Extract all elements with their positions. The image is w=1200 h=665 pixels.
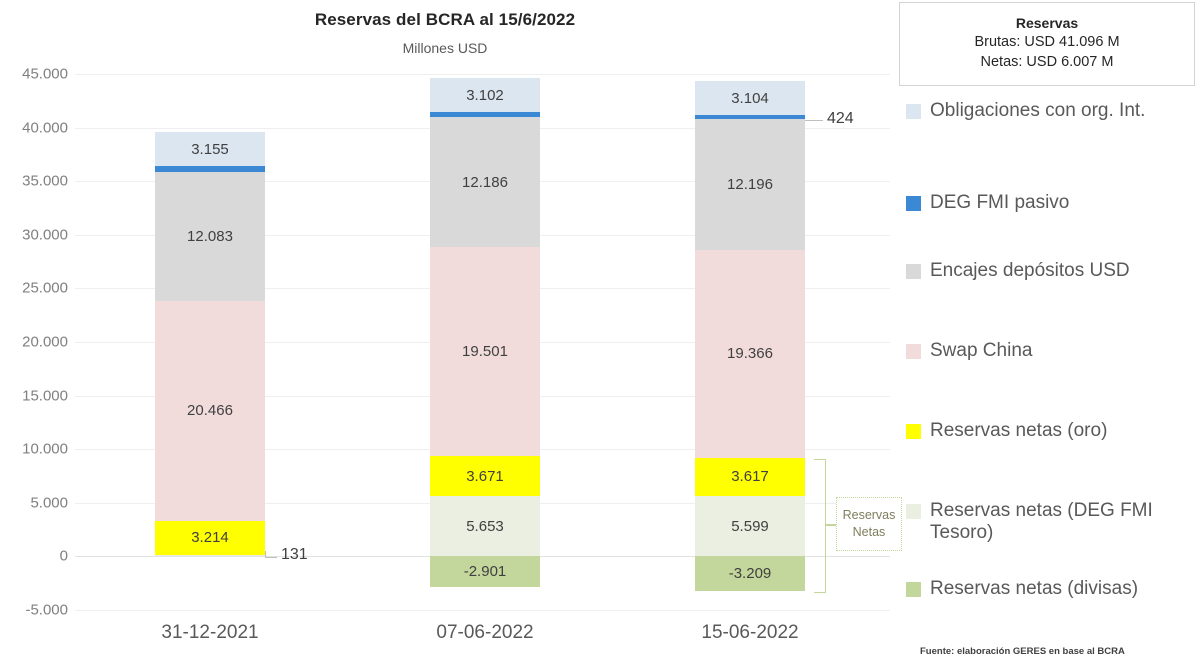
bar-segment: 3.617 bbox=[695, 457, 805, 497]
bar-segment: 3.214 bbox=[155, 520, 265, 555]
bar-segment: 12.196 bbox=[695, 119, 805, 250]
legend-item[interactable]: DEG FMI pasivo bbox=[906, 192, 1190, 214]
reserves-summary-gross: Brutas: USD 41.096 M bbox=[974, 34, 1120, 51]
gridline bbox=[75, 74, 890, 75]
callout-leader-131 bbox=[265, 557, 277, 559]
bar-segment: 20.466 bbox=[155, 301, 265, 521]
bar-segment: -3.209 bbox=[695, 556, 805, 591]
bar-segment: 3.104 bbox=[695, 81, 805, 115]
y-axis-tick-label: 5.000 bbox=[30, 494, 68, 512]
y-axis-tick-label: 15.000 bbox=[22, 387, 68, 405]
bar-segment-label: 12.196 bbox=[727, 176, 773, 194]
legend-item-label: DEG FMI pasivo bbox=[930, 192, 1070, 213]
bar-segment: 5.653 bbox=[430, 495, 540, 557]
x-axis-label: 31-12-2021 bbox=[161, 622, 259, 643]
bar-segment-label: 20.466 bbox=[187, 402, 233, 420]
bar-segment: 19.366 bbox=[695, 250, 805, 458]
legend-item[interactable]: Swap China bbox=[906, 340, 1190, 362]
legend-item[interactable]: Obligaciones con org. Int. bbox=[906, 100, 1190, 122]
callout-leader-424 bbox=[805, 120, 823, 122]
legend-item-label: Reservas netas (oro) bbox=[930, 420, 1108, 441]
legend-item-label: Obligaciones con org. Int. bbox=[930, 100, 1146, 121]
legend-item-label: Swap China bbox=[930, 340, 1033, 361]
bar-segment: 12.186 bbox=[430, 116, 540, 248]
legend-swatch-icon bbox=[906, 344, 921, 359]
legend-item-label: Encajes depósitos USD bbox=[930, 260, 1130, 281]
legend-swatch-icon bbox=[906, 582, 921, 597]
bar-segment-label: 5.653 bbox=[466, 517, 504, 535]
bar-segment-label: 3.671 bbox=[466, 467, 504, 485]
legend-swatch-icon bbox=[906, 104, 921, 119]
callout-424: 424 bbox=[827, 110, 854, 127]
bar-segment-label: 3.214 bbox=[191, 529, 229, 547]
legend-item[interactable]: Reservas netas (oro) bbox=[906, 420, 1190, 442]
bar-segment-label: 3.104 bbox=[731, 89, 769, 107]
legend-swatch-icon bbox=[906, 264, 921, 279]
chart-subtitle: Millones USD bbox=[402, 40, 488, 56]
bar-segment bbox=[155, 554, 265, 557]
y-axis-tick-label: 45.000 bbox=[22, 65, 68, 83]
bar-segment-label: 3.102 bbox=[466, 86, 504, 104]
legend-item[interactable]: Reservas netas (DEG FMI Tesoro) bbox=[906, 500, 1190, 545]
legend-item[interactable]: Encajes depósitos USD bbox=[906, 260, 1190, 282]
bar-segment bbox=[695, 114, 805, 120]
y-axis-tick-label: 25.000 bbox=[22, 279, 68, 297]
source-note: Fuente: elaboración GERES en base al BCR… bbox=[920, 646, 1125, 657]
x-axis-label: 15-06-2022 bbox=[701, 622, 799, 643]
legend-swatch-icon bbox=[906, 504, 921, 519]
bar-segment: 3.671 bbox=[430, 456, 540, 496]
bar-segment-label: 5.599 bbox=[731, 517, 769, 535]
y-axis-tick-label: -5.000 bbox=[25, 601, 68, 619]
reserves-summary-title: Reservas bbox=[1015, 15, 1079, 32]
bar-segment: 3.102 bbox=[430, 78, 540, 112]
net-reserves-label-line1: Reservas bbox=[842, 508, 896, 523]
bar-segment bbox=[155, 166, 265, 172]
bar-segment: -2.901 bbox=[430, 556, 540, 588]
x-axis-label: 07-06-2022 bbox=[436, 622, 534, 643]
bar-segment-label: 19.366 bbox=[727, 345, 773, 363]
gridline bbox=[75, 610, 890, 611]
stacked-bar: 5.653 3.671 19.501 12.186 3.102 -2.901 bbox=[430, 74, 540, 610]
legend-item-label: Reservas netas (DEG FMI Tesoro) bbox=[930, 500, 1153, 544]
y-axis-tick-label: 0 bbox=[59, 547, 68, 565]
y-axis-tick-label: 35.000 bbox=[22, 172, 68, 190]
net-reserves-label-box: Reservas Netas bbox=[836, 497, 902, 551]
bar-segment bbox=[430, 111, 540, 117]
bar-segment-label: -2.901 bbox=[463, 563, 507, 581]
legend-swatch-icon bbox=[906, 196, 921, 211]
bar-segment-label: 3.155 bbox=[191, 140, 229, 158]
y-axis-tick-label: 10.000 bbox=[22, 440, 68, 458]
legend-swatch-icon bbox=[906, 424, 921, 439]
chart-title: Reservas del BCRA al 15/6/2022 bbox=[314, 10, 576, 29]
callout-leader-131-stub bbox=[265, 551, 267, 558]
bar-segment: 12.083 bbox=[155, 171, 265, 302]
net-reserves-bracket bbox=[814, 459, 826, 593]
stacked-bar: 3.214 20.466 12.083 3.155 bbox=[155, 74, 265, 610]
y-axis-tick-label: 20.000 bbox=[22, 333, 68, 351]
bar-segment-label: 19.501 bbox=[462, 343, 508, 361]
bar-segment-label: 3.617 bbox=[731, 468, 769, 486]
y-axis-tick-label: 40.000 bbox=[22, 119, 68, 137]
bar-segment-label: 12.186 bbox=[462, 173, 508, 191]
bar-segment: 5.599 bbox=[695, 496, 805, 557]
bar-segment-label: 12.083 bbox=[187, 227, 233, 245]
reserves-summary-net: Netas: USD 6.007 M bbox=[980, 54, 1114, 70]
reserves-summary-box: Reservas Brutas: USD 41.096 M Netas: USD… bbox=[899, 2, 1195, 86]
callout-131: 131 bbox=[281, 546, 308, 563]
net-reserves-bracket-pointer bbox=[825, 524, 836, 526]
bar-segment: 3.155 bbox=[155, 132, 265, 167]
bar-segment: 19.501 bbox=[430, 247, 540, 457]
legend-item[interactable]: Reservas netas (divisas) bbox=[906, 578, 1190, 600]
net-reserves-label-line2: Netas bbox=[852, 525, 886, 539]
y-axis-tick-label: 30.000 bbox=[22, 226, 68, 244]
stacked-bar: 5.599 3.617 19.366 12.196 3.104 -3.209 bbox=[695, 74, 805, 610]
bar-segment-label: -3.209 bbox=[728, 565, 772, 583]
legend-item-label: Reservas netas (divisas) bbox=[930, 578, 1139, 599]
